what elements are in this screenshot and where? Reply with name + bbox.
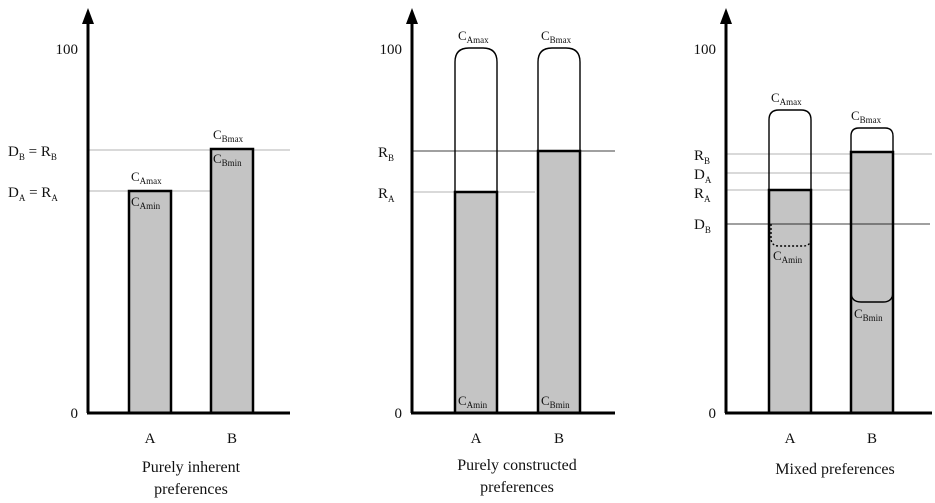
brace-b-max	[851, 128, 893, 152]
label-ra: RA	[694, 186, 711, 204]
category-b: B	[554, 431, 564, 447]
label-c-amax: CAmax	[131, 169, 162, 186]
bar-a	[129, 191, 171, 413]
category-a: A	[785, 431, 796, 447]
label-db-eq-rb: DB = RB	[8, 144, 57, 162]
label-c-bmax: CBmax	[213, 127, 244, 144]
tick-100: 100	[694, 42, 717, 58]
tick-100: 100	[56, 42, 79, 58]
brace-b-range	[538, 48, 580, 151]
caption-line1: Purely constructed	[457, 457, 577, 474]
y-axis-arrow	[406, 8, 418, 24]
bar-b	[211, 149, 253, 413]
bar-b	[538, 151, 580, 413]
label-rb: RB	[694, 148, 710, 166]
caption-line2: preferences	[154, 481, 228, 498]
y-axis-arrow	[82, 8, 94, 24]
label-rb: RB	[378, 145, 394, 163]
panel-inherent: 100 0 DB = RB DA = RA CAmax CAmin CBmax …	[8, 8, 290, 498]
label-ra: RA	[378, 186, 395, 204]
panel-constructed: 100 0 RB RA CAmax CBmax CAmin CBmin A B …	[378, 8, 615, 496]
caption-line1: Mixed preferences	[775, 461, 895, 478]
label-da: DA	[694, 167, 712, 185]
bar-a	[455, 192, 497, 413]
brace-a-range	[455, 48, 497, 192]
tick-100: 100	[380, 42, 403, 58]
label-c-bmax: CBmax	[851, 108, 882, 125]
bar-a	[769, 190, 811, 413]
brace-a-max	[769, 110, 811, 190]
tick-0: 0	[395, 406, 403, 422]
panel-mixed: 100 0 RB DA RA DB CAmax CBmax CAmin CBmi…	[694, 8, 933, 478]
caption-line2: preferences	[480, 479, 554, 496]
label-c-bmax: CBmax	[541, 28, 572, 45]
category-b: B	[227, 431, 237, 447]
label-c-amax: CAmax	[771, 90, 802, 107]
tick-0: 0	[71, 406, 79, 422]
bar-b	[851, 152, 893, 413]
label-db: DB	[694, 217, 711, 235]
category-b: B	[867, 431, 877, 447]
label-da-eq-ra: DA = RA	[8, 185, 58, 203]
category-a: A	[471, 431, 482, 447]
y-axis-arrow	[720, 8, 732, 24]
label-c-amax: CAmax	[458, 28, 489, 45]
category-a: A	[145, 431, 156, 447]
caption-line1: Purely inherent	[142, 459, 241, 476]
tick-0: 0	[709, 406, 717, 422]
